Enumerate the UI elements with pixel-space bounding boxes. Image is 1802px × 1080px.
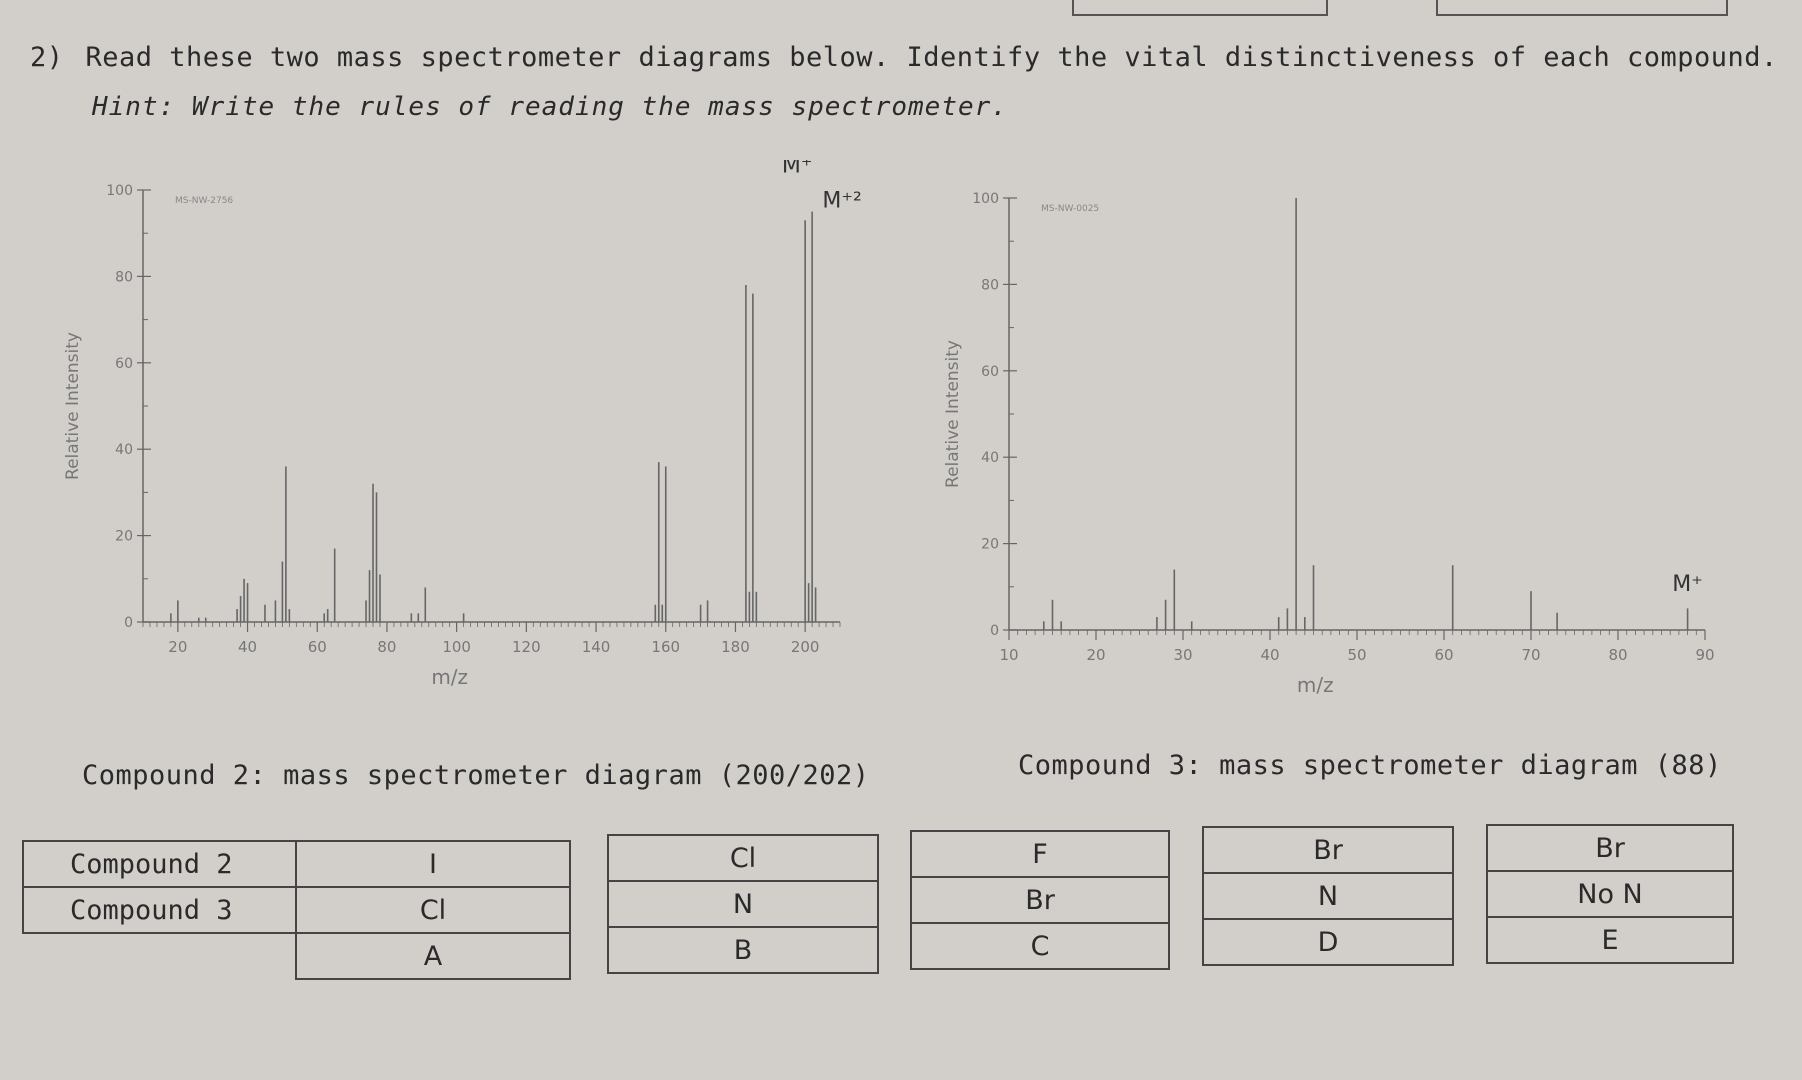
- x-tick-label: 160: [651, 638, 680, 656]
- option-a-compound-3: Cl: [295, 886, 571, 934]
- x-tick-label: 90: [1695, 646, 1714, 664]
- table-row: C: [910, 922, 1170, 970]
- option-b-compound-2: Cl: [607, 834, 879, 882]
- y-tick-label: 60: [115, 356, 133, 372]
- peak-annotation: M⁺: [1672, 572, 1703, 597]
- x-tick-label: 100: [442, 638, 471, 656]
- chart-compound-3: 0 20 40 60 80 100 10 20 30 40 50 60 70 80 90 MS-NW-0025…: [943, 191, 1715, 697]
- y-tick-label: 100: [106, 183, 133, 199]
- y-tick-label: 20: [981, 537, 999, 553]
- option-e-label[interactable]: E: [1486, 916, 1734, 964]
- y-tick-label: 0: [124, 615, 133, 631]
- x-tick-label: 180: [721, 638, 750, 656]
- y-tick-label: 100: [972, 191, 999, 207]
- x-tick-label: 20: [168, 638, 187, 656]
- question-hint: Hint: Write the rules of reading the mas…: [92, 92, 1008, 122]
- caption-compound-2: Compound 2: mass spectrometer diagram (2…: [82, 760, 870, 791]
- x-tick-label: 40: [1260, 646, 1279, 664]
- question-line: 2) Read these two mass spectrometer diagr…: [30, 42, 1778, 73]
- table-row: F: [910, 830, 1170, 878]
- answer-table-e: Br No N E: [1486, 824, 1734, 964]
- question-number: 2): [30, 42, 64, 73]
- y-tick-label: 80: [981, 277, 999, 293]
- table-row: A: [23, 932, 571, 980]
- option-d-compound-3: N: [1202, 872, 1454, 920]
- peak-annotation: M⁺²: [822, 188, 861, 213]
- option-b-compound-3: N: [607, 880, 879, 928]
- y-axis-label: Relative Intensity: [943, 340, 963, 488]
- x-tick-label: 80: [377, 638, 396, 656]
- x-tick-label: 70: [1521, 646, 1540, 664]
- x-tick-label: 60: [308, 638, 327, 656]
- x-tick-label: 60: [1434, 646, 1453, 664]
- spectrum-id-label: MS-NW-0025: [1041, 204, 1099, 214]
- table-row: E: [1486, 916, 1734, 964]
- chart-compound-2: 0 20 40 60 80 100 20 40 60 80 100 120 140 160 180 200 MS…: [63, 160, 862, 689]
- spectrum-id-label: MS-NW-2756: [175, 196, 233, 206]
- option-a-label[interactable]: A: [295, 932, 571, 980]
- answer-table-b: Cl N B: [607, 834, 879, 974]
- option-e-compound-3: No N: [1486, 870, 1734, 918]
- top-box-right: [1436, 0, 1728, 16]
- y-tick-label: 0: [990, 623, 999, 639]
- option-e-compound-2: Br: [1486, 824, 1734, 872]
- x-tick-label: 30: [1173, 646, 1192, 664]
- table-row: Br: [1202, 826, 1454, 874]
- y-tick-label: 40: [115, 442, 133, 458]
- answer-table-d: Br N D: [1202, 826, 1454, 966]
- x-tick-label: 140: [582, 638, 611, 656]
- y-axis-label: Relative Intensity: [63, 332, 83, 480]
- answer-table-c: F Br C: [910, 830, 1170, 970]
- table-row: Br: [910, 876, 1170, 924]
- table-row: B: [607, 926, 879, 974]
- row-label-compound-3: Compound 3: [22, 886, 297, 934]
- answer-table-a: Compound 2 I Compound 3 Cl A: [22, 840, 571, 980]
- table-row: Br: [1486, 824, 1734, 872]
- option-c-compound-3: Br: [910, 876, 1170, 924]
- x-tick-label: 50: [1347, 646, 1366, 664]
- table-row: Compound 2 I: [22, 840, 571, 888]
- peak-annotation: M⁺: [782, 160, 813, 179]
- y-tick-label: 60: [981, 364, 999, 380]
- y-tick-label: 40: [981, 450, 999, 466]
- x-axis-label: m/z: [431, 665, 468, 689]
- x-tick-label: 200: [791, 638, 820, 656]
- x-tick-label: 80: [1608, 646, 1627, 664]
- table-row: Compound 3 Cl: [22, 886, 571, 934]
- table-row: N: [1202, 872, 1454, 920]
- blank-cell: [23, 933, 296, 979]
- option-d-compound-2: Br: [1202, 826, 1454, 874]
- option-c-compound-2: F: [910, 830, 1170, 878]
- table-row: Cl: [607, 834, 879, 882]
- x-tick-label: 20: [1086, 646, 1105, 664]
- y-tick-label: 20: [115, 529, 133, 545]
- x-tick-label: 120: [512, 638, 541, 656]
- question-text: Read these two mass spectrometer diagram…: [85, 42, 1778, 73]
- option-d-label[interactable]: D: [1202, 918, 1454, 966]
- x-tick-label: 10: [999, 646, 1018, 664]
- y-tick-label: 80: [115, 269, 133, 285]
- table-row: N: [607, 880, 879, 928]
- table-row: No N: [1486, 870, 1734, 918]
- top-box-left: [1072, 0, 1328, 16]
- x-axis-label: m/z: [1297, 673, 1334, 697]
- option-a-compound-2: I: [295, 840, 571, 888]
- option-c-label[interactable]: C: [910, 922, 1170, 970]
- option-b-label[interactable]: B: [607, 926, 879, 974]
- row-label-compound-2: Compound 2: [22, 840, 297, 888]
- caption-compound-3: Compound 3: mass spectrometer diagram (8…: [1018, 750, 1722, 781]
- x-tick-label: 40: [238, 638, 257, 656]
- table-row: D: [1202, 918, 1454, 966]
